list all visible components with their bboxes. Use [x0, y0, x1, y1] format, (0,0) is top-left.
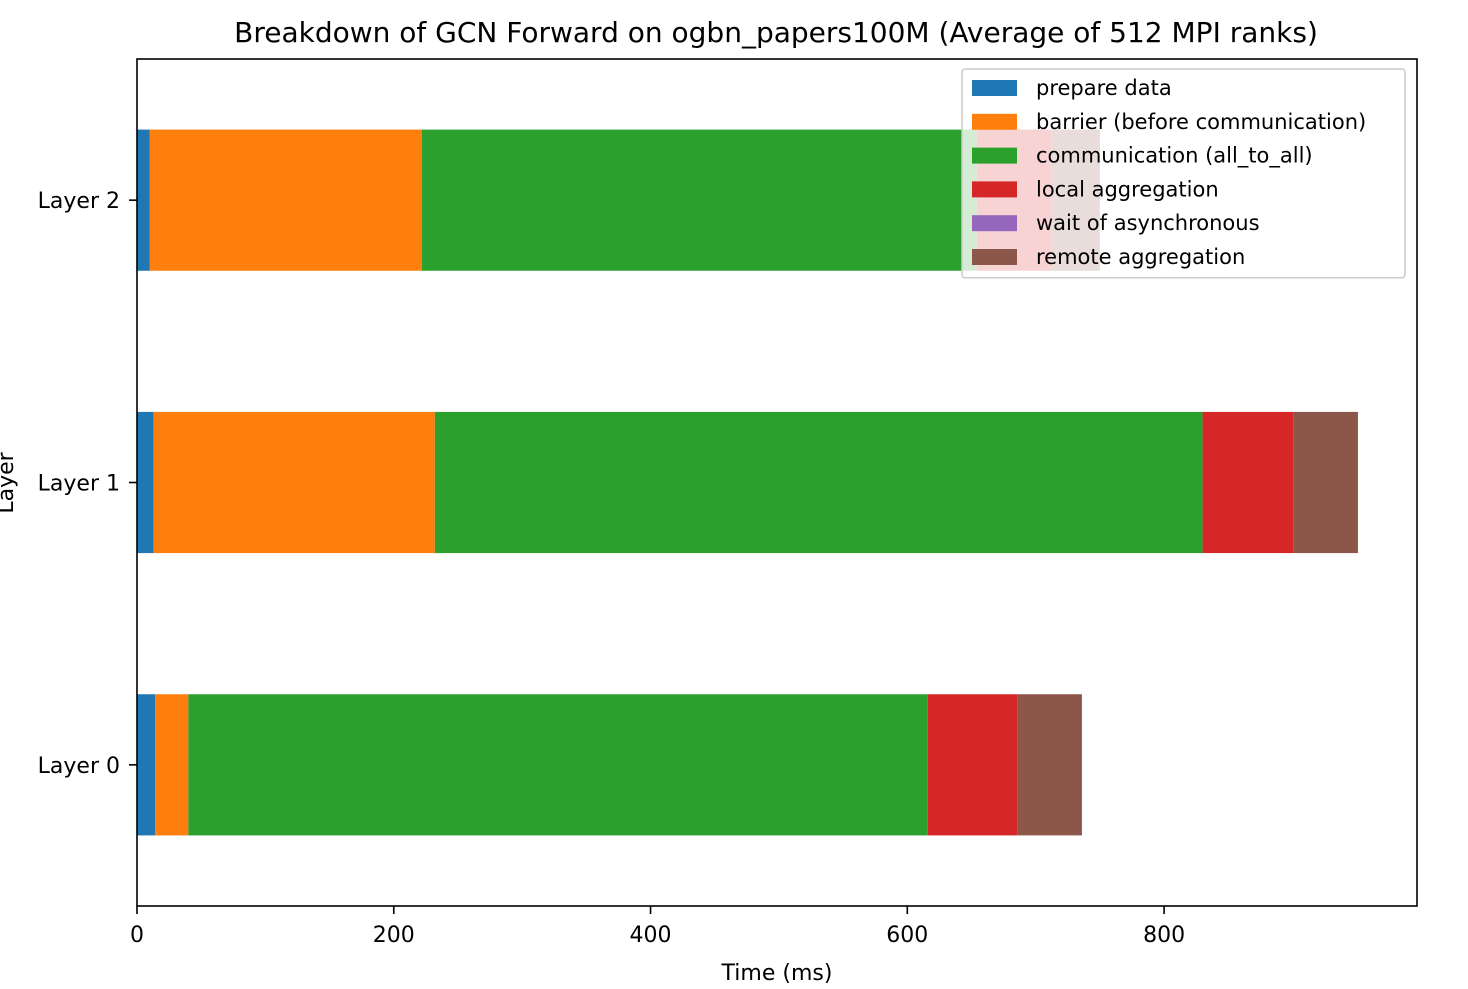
- bar-segment: [154, 694, 189, 836]
- x-axis-label: Time (ms): [721, 961, 833, 986]
- bar-segment: [1202, 411, 1294, 554]
- legend-label: wait of asynchronous: [1036, 211, 1260, 235]
- bar-segment: [927, 694, 1018, 836]
- legend-label: prepare data: [1036, 76, 1172, 100]
- bar-segment: [149, 129, 423, 271]
- bar-segment: [1293, 411, 1358, 554]
- bar-segment: [137, 411, 154, 554]
- x-axis-ticks: 0 200 400 600 800: [130, 906, 1185, 948]
- legend-swatch: [972, 80, 1017, 96]
- legend-label: local aggregation: [1036, 177, 1219, 201]
- bar-segment: [153, 411, 435, 554]
- legend-swatch: [972, 147, 1017, 164]
- chart-title: Breakdown of GCN Forward on ogbn_papers1…: [234, 16, 1318, 49]
- legend-label: remote aggregation: [1036, 245, 1245, 269]
- bar-segment: [434, 411, 1203, 554]
- bar-segment: [422, 129, 977, 271]
- y-axis-ticks: Layer 0 Layer 1 Layer 2: [38, 189, 137, 779]
- bar-segment: [137, 694, 155, 836]
- legend-swatch: [972, 215, 1017, 232]
- legend-label: communication (all_to_all): [1036, 144, 1313, 169]
- legend-swatch: [972, 249, 1017, 265]
- y-tick-label: Layer 1: [38, 472, 120, 497]
- y-tick-label: Layer 2: [38, 189, 120, 214]
- x-tick-label: 400: [630, 923, 672, 948]
- legend-swatch: [972, 113, 1017, 130]
- x-tick-label: 600: [886, 923, 928, 948]
- y-axis-label: Layer: [0, 451, 19, 513]
- legend-box: [961, 68, 1406, 279]
- legend: prepare data barrier (before communicatio…: [961, 68, 1406, 279]
- legend-label: barrier (before communication): [1036, 110, 1366, 134]
- x-tick-label: 0: [130, 923, 144, 948]
- x-tick-label: 800: [1143, 923, 1185, 948]
- bar-segment: [188, 694, 928, 836]
- bar-segment: [1017, 694, 1082, 836]
- legend-swatch: [972, 181, 1017, 198]
- x-tick-label: 200: [373, 923, 415, 948]
- y-tick-label: Layer 0: [38, 754, 120, 779]
- bar-segment: [137, 129, 150, 271]
